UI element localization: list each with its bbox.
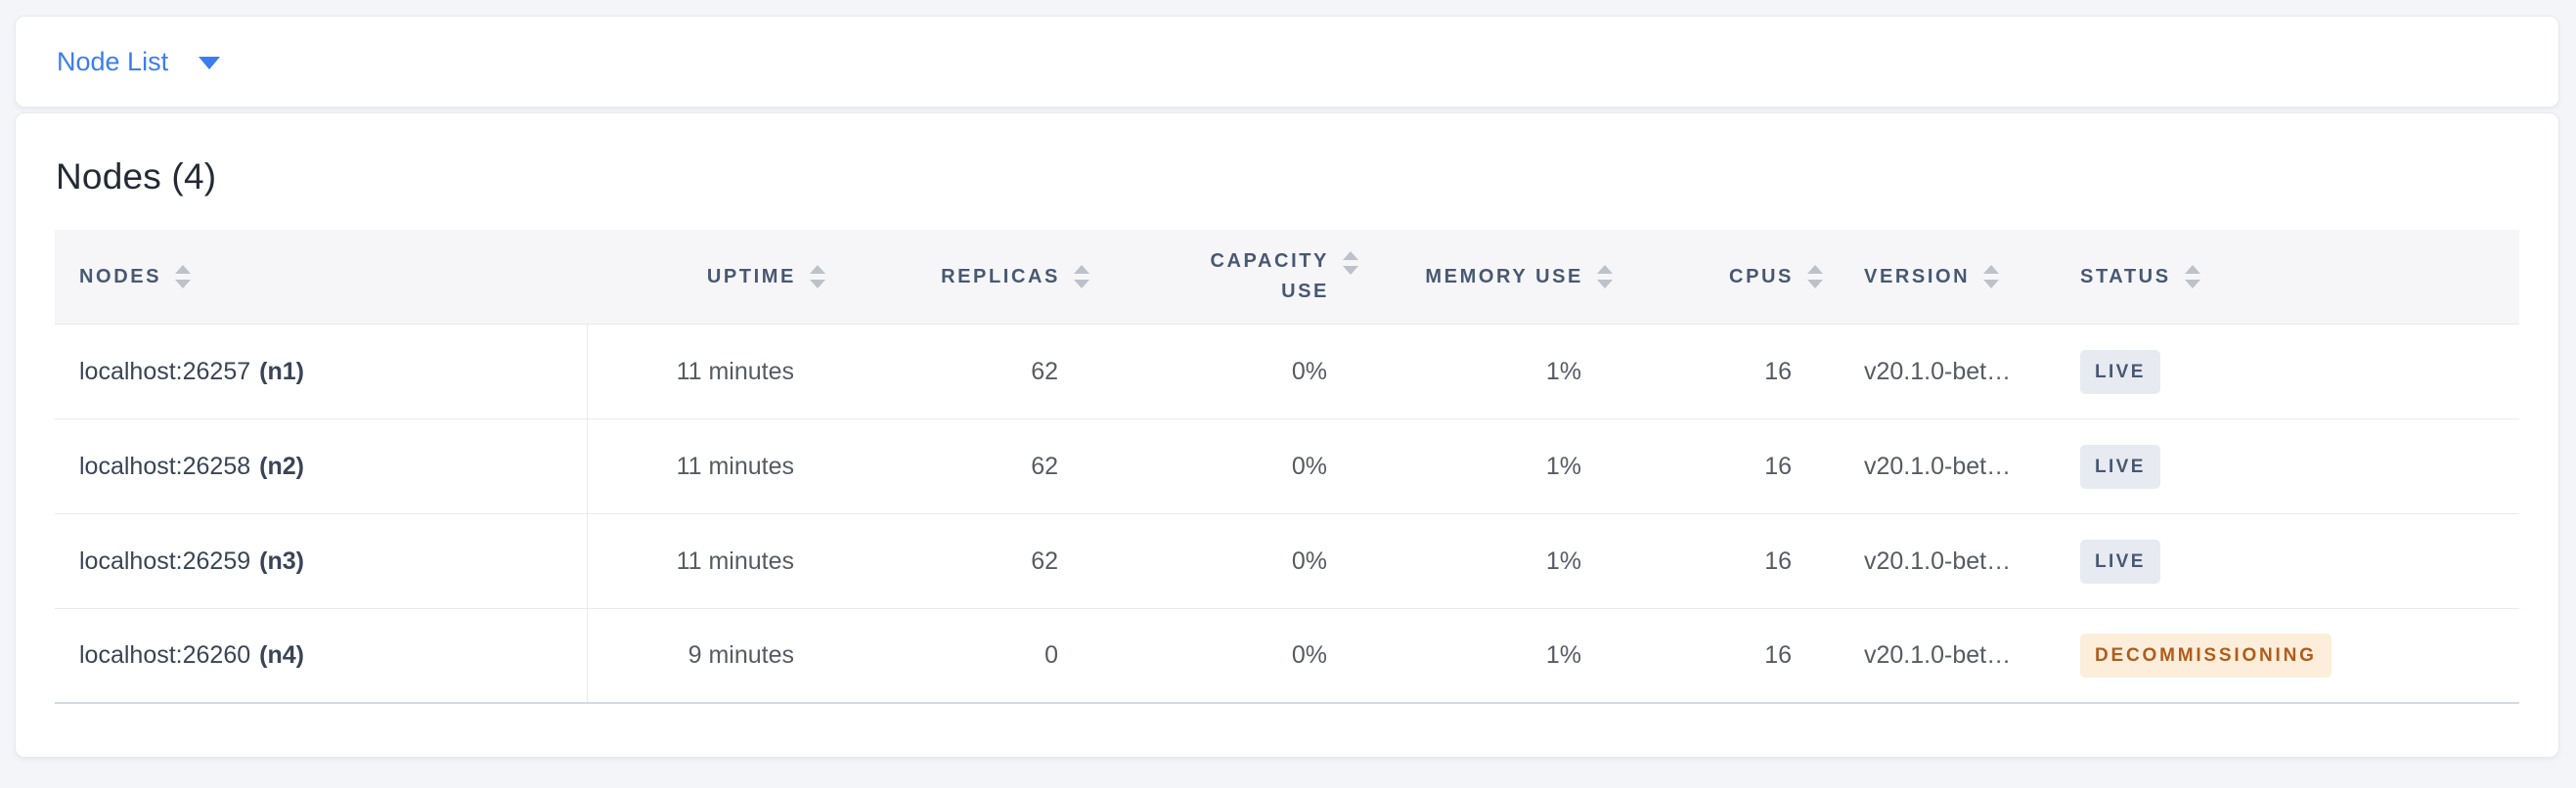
table-row-n2: localhost:26258 (n2) 11 minutes 62 0% 1%… [55,419,2519,514]
node-address-link[interactable]: localhost:26257 (n1) [55,325,588,418]
table-row-n3: localhost:26259 (n3) 11 minutes 62 0% 1%… [55,514,2519,609]
sort-icon [1983,265,2000,288]
version-value: v20.1.0-bet… [1864,357,2012,385]
node-id: (n3) [259,547,304,575]
table-body: localhost:26257 (n1) 11 minutes 62 0% 1%… [55,325,2519,704]
column-header-version[interactable]: VERSION [1835,230,2055,324]
node-id: (n4) [259,641,304,669]
nodes-card: Nodes (4) NODES UPTIME REPLICAS CAPACITY… [15,112,2559,758]
cpus-value: 16 [1764,452,1792,480]
version-value: v20.1.0-bet… [1864,641,2012,669]
view-switcher-card: Node List [15,16,2559,108]
sort-icon [1807,265,1823,288]
status-badge: DECOMMISSIONING [2080,634,2332,678]
view-switcher-dropdown[interactable]: Node List [57,46,221,77]
status-cell: LIVE [2055,444,2519,489]
column-header-cpus[interactable]: CPUS [1624,230,1835,324]
node-id: (n1) [259,357,304,385]
column-header-status[interactable]: STATUS [2055,230,2519,324]
sort-icon [1074,265,1089,288]
column-header-replicas[interactable]: REPLICAS [837,230,1101,324]
column-header-capacity-use[interactable]: CAPACITY USE [1101,230,1370,324]
cpus-value: 16 [1764,641,1792,669]
sort-icon [1597,265,1613,288]
memory-use-value: 1% [1545,641,1581,669]
sort-icon [2184,265,2200,288]
page-title: Nodes (4) [56,156,217,197]
cpus-value: 16 [1764,547,1792,575]
status-badge: LIVE [2080,349,2160,394]
uptime-value: 9 minutes [688,641,794,669]
status-cell: LIVE [2055,539,2519,584]
replicas-value: 62 [1031,357,1058,385]
replicas-value: 0 [1044,641,1058,669]
uptime-value: 11 minutes [676,452,794,480]
capacity-use-value: 0% [1291,357,1327,385]
column-header-nodes[interactable]: NODES [55,230,588,324]
memory-use-value: 1% [1545,547,1581,575]
uptime-value: 11 minutes [676,547,794,575]
status-badge: LIVE [2080,444,2160,489]
status-badge: LIVE [2080,539,2160,584]
table-row-n1: localhost:26257 (n1) 11 minutes 62 0% 1%… [55,325,2519,419]
table-row-n4: localhost:26260 (n4) 9 minutes 0 0% 1% 1… [55,609,2519,704]
capacity-use-value: 0% [1291,547,1327,575]
replicas-value: 62 [1031,452,1058,480]
chevron-down-icon [199,57,221,69]
sort-icon [810,265,825,288]
memory-use-value: 1% [1545,357,1581,385]
capacity-use-value: 0% [1291,641,1327,669]
status-cell: LIVE [2055,349,2519,394]
node-address-link[interactable]: localhost:26258 (n2) [55,419,588,513]
uptime-value: 11 minutes [676,357,794,385]
cpus-value: 16 [1764,357,1792,385]
replicas-value: 62 [1031,547,1058,575]
capacity-use-value: 0% [1291,452,1327,480]
version-value: v20.1.0-bet… [1864,547,2012,575]
column-header-memory-use[interactable]: MEMORY USE [1370,230,1624,324]
version-value: v20.1.0-bet… [1864,452,2012,480]
memory-use-value: 1% [1545,452,1581,480]
nodes-table: NODES UPTIME REPLICAS CAPACITY USE MEMOR… [55,230,2519,704]
sort-icon [175,265,192,288]
sort-icon [1343,251,1358,275]
view-switcher-label: Node List [57,46,169,76]
column-header-uptime[interactable]: UPTIME [588,230,837,324]
table-header-row: NODES UPTIME REPLICAS CAPACITY USE MEMOR… [55,230,2519,325]
node-address-link[interactable]: localhost:26259 (n3) [55,514,588,608]
node-address-link[interactable]: localhost:26260 (n4) [55,609,588,702]
node-id: (n2) [259,452,304,480]
status-cell: DECOMMISSIONING [2055,634,2519,678]
